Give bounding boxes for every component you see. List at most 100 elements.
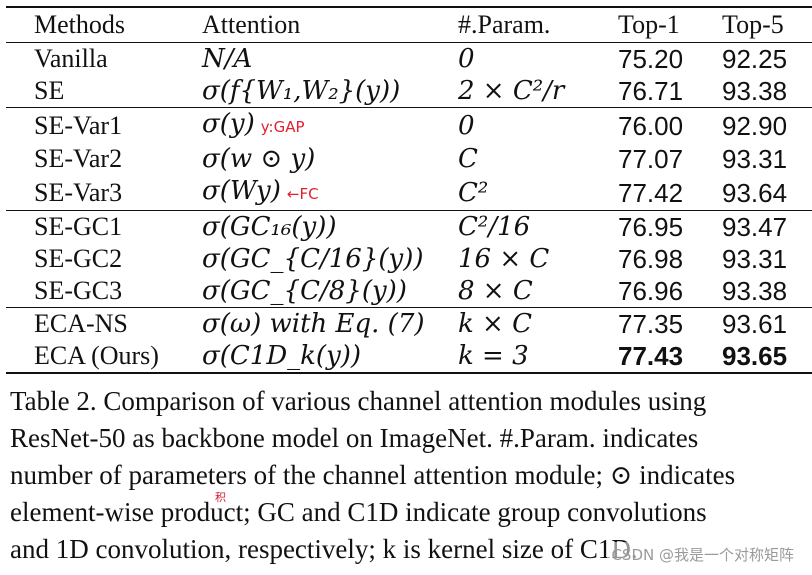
cell-top1: 77.42 (618, 175, 722, 211)
table-row: SE-GC3 σ(GC_{C/8}(y)) 8 × C 76.96 93.38 (6, 275, 812, 308)
cell-method-text: SE-Var2 (34, 144, 123, 173)
cell-top1: 76.00 (618, 107, 722, 143)
cell-top1-text: 76.96 (618, 276, 684, 306)
cell-param-text: 8 × C (458, 276, 533, 306)
header-top1: Top-1 (618, 6, 722, 43)
table-header-row: Methods Attention #.Param. Top-1 Top-5 (6, 6, 812, 43)
cell-attention: σ(GC_{C/16}(y)) (202, 243, 458, 275)
table-body: Vanilla N/A 0 75.20 92.25 SE σ(f{W₁,W₂}(y)) 2 ×… (6, 43, 812, 374)
cell-attention: σ(GC₁₆(y)) (202, 210, 458, 243)
cell-attention-text: σ(GC₁₆(y)) (202, 212, 337, 242)
cell-attention-text: σ(GC_{C/16}(y)) (202, 244, 424, 274)
cell-top5-text: 93.38 (722, 276, 788, 306)
cell-param-text: k = 3 (458, 341, 529, 371)
table-row: SE-GC2 σ(GC_{C/16}(y)) 16 × C 76.98 93.31 (6, 243, 812, 275)
table-row: SE-Var3 σ(Wy) ←FC C² 77.42 93.64 (6, 175, 812, 211)
cell-method-text: ECA (Ours) (34, 341, 159, 370)
cell-method: SE-Var3 (6, 175, 202, 211)
header-param: #.Param. (458, 6, 618, 43)
cell-top5: 92.90 (722, 107, 812, 143)
cell-method: SE-GC2 (6, 243, 202, 275)
cell-top5-text: 93.31 (722, 244, 788, 274)
cell-top1: 77.43 (618, 340, 722, 374)
cell-top1: 77.35 (618, 307, 722, 340)
cell-top1: 76.98 (618, 243, 722, 275)
results-table: Methods Attention #.Param. Top-1 Top-5 V… (6, 6, 812, 374)
cell-top5-text: 93.65 (722, 341, 788, 371)
table-row: SE-Var1 σ(y) y:GAP 0 76.00 92.90 (6, 107, 812, 143)
cell-method-text: SE-GC2 (34, 244, 123, 273)
cell-top5: 93.38 (722, 75, 812, 108)
cell-param: 8 × C (458, 275, 618, 308)
cell-method-text: ECA-NS (34, 309, 128, 338)
cell-top1: 77.07 (618, 143, 722, 175)
cell-attention: σ(f{W₁,W₂}(y)) (202, 75, 458, 108)
caption-line: Table 2. Comparison of various channel a… (10, 386, 707, 416)
cell-top5-text: 93.31 (722, 144, 788, 174)
table-row: SE-GC1 σ(GC₁₆(y)) C²/16 76.95 93.47 (6, 210, 812, 243)
caption-line: and 1D convolution, respectively; k is k… (10, 534, 638, 564)
cell-method-text: SE-GC1 (34, 212, 123, 241)
cell-method: SE-Var2 (6, 143, 202, 175)
cell-top1-text: 76.95 (618, 212, 684, 242)
results-table-container: Methods Attention #.Param. Top-1 Top-5 V… (6, 6, 812, 374)
header-attention: Attention (202, 6, 458, 43)
cell-attention: σ(y) y:GAP (202, 107, 458, 143)
cell-param-text: 16 × C (458, 244, 550, 274)
cell-top5: 93.65 (722, 340, 812, 374)
table-row: Vanilla N/A 0 75.20 92.25 (6, 43, 812, 76)
cell-param: C (458, 143, 618, 175)
cell-top1-text: 77.43 (618, 341, 684, 371)
cell-param: k = 3 (458, 340, 618, 374)
cell-top5: 93.38 (722, 275, 812, 308)
cell-attention: σ(ω) with Eq. (7) (202, 307, 458, 340)
caption-line: element-wise product; GC and C1D indicat… (10, 497, 707, 527)
cell-param-text: 0 (458, 110, 475, 141)
cell-method-text: SE-Var3 (34, 177, 123, 207)
cell-attention: σ(C1D_k(y)) (202, 340, 458, 374)
cell-method-text: Vanilla (34, 44, 108, 73)
header-top5: Top-5 (722, 6, 812, 43)
table-row: SE σ(f{W₁,W₂}(y)) 2 × C²/r 76.71 93.38 (6, 75, 812, 108)
cell-top5: 93.31 (722, 243, 812, 275)
cell-top5: 93.61 (722, 307, 812, 340)
cell-top5: 93.64 (722, 175, 812, 211)
handwritten-annotation: ←FC (286, 185, 319, 203)
caption-line: ResNet-50 as backbone model on ImageNet.… (10, 423, 699, 453)
cell-top5: 92.25 (722, 43, 812, 76)
cell-attention-text: σ(f{W₁,W₂}(y)) (202, 76, 401, 106)
cell-param-text: C² (458, 177, 489, 208)
cell-top1-text: 77.35 (618, 309, 684, 339)
cell-top1-text: 77.07 (618, 144, 684, 174)
cell-param: 16 × C (458, 243, 618, 275)
cell-attention: σ(Wy) ←FC (202, 175, 458, 211)
cell-attention-text: N/A (202, 44, 253, 74)
cell-top5: 93.47 (722, 210, 812, 243)
cell-top5-text: 93.47 (722, 212, 788, 242)
cell-top5-text: 93.38 (722, 76, 788, 106)
cell-attention-text: σ(ω) with Eq. (7) (202, 309, 425, 339)
cell-method: SE (6, 75, 202, 108)
cell-param-text: C²/16 (458, 212, 531, 242)
cell-param: 2 × C²/r (458, 75, 618, 108)
cell-param: C² (458, 175, 618, 211)
cell-param: k × C (458, 307, 618, 340)
cell-top5-text: 93.61 (722, 309, 788, 339)
cell-param-text: C (458, 144, 478, 174)
table-row: SE-Var2 σ(w ⊙ y) C 77.07 93.31 (6, 143, 812, 175)
cell-top5-text: 92.90 (722, 110, 788, 141)
cell-method: ECA (Ours) (6, 340, 202, 374)
cell-param: 0 (458, 43, 618, 76)
cell-top1-text: 76.00 (618, 110, 684, 141)
cell-method: SE-Var1 (6, 107, 202, 143)
cell-method-text: SE-GC3 (34, 276, 123, 305)
caption-line: number of parameters of the channel atte… (10, 460, 736, 490)
cell-param-text: 2 × C²/r (458, 76, 565, 106)
cell-attention: σ(w ⊙ y) (202, 143, 458, 175)
cell-method: SE-GC3 (6, 275, 202, 308)
cell-attention: N/A (202, 43, 458, 76)
cell-attention: σ(GC_{C/8}(y)) (202, 275, 458, 308)
cell-param: 0 (458, 107, 618, 143)
cell-param-text: k × C (458, 309, 532, 339)
handwritten-annotation: y:GAP (260, 118, 305, 136)
